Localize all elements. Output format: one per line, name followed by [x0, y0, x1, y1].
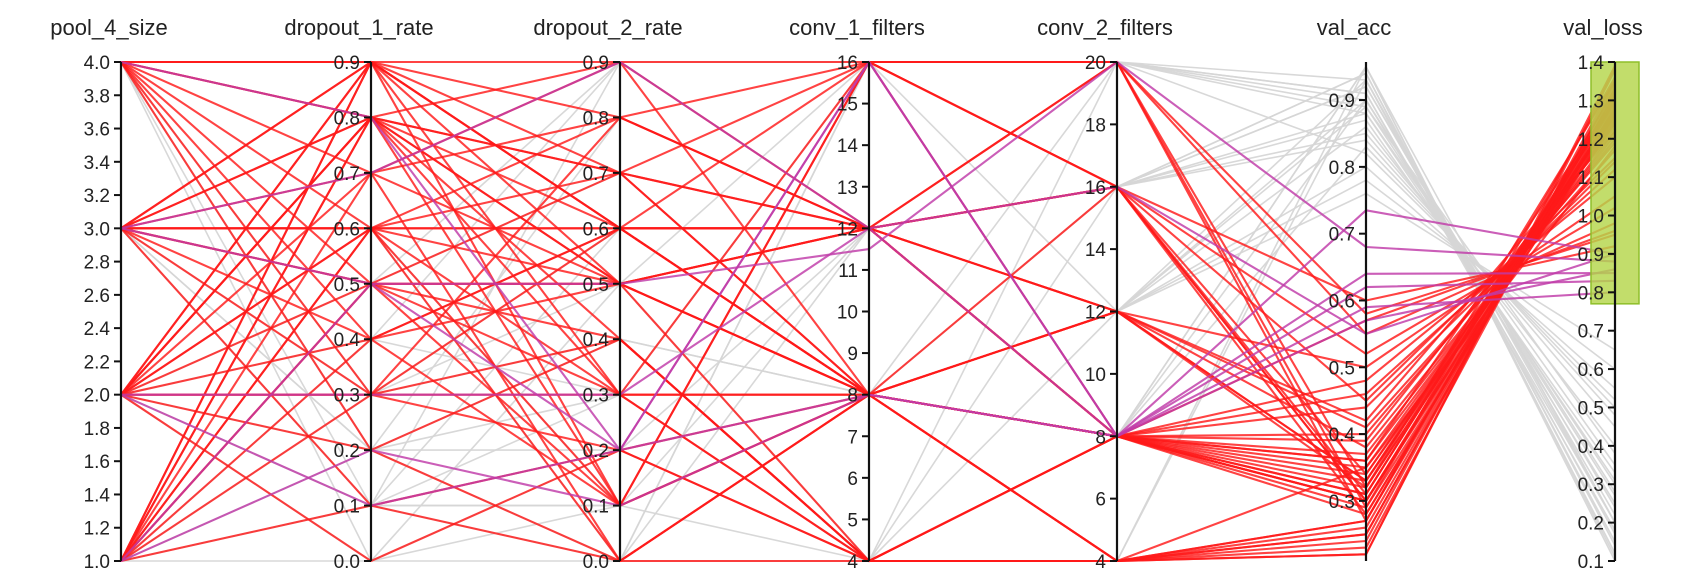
axis-pool_4_size[interactable]: 1.0 1.2 1.4 1.6 1.8 2.0 2.2 2.4 2.6 2.8 3.0 3.2 3.4 3…: [50, 15, 167, 573]
tick-label-dropout_2_rate-0.6: 0.6: [583, 219, 609, 240]
tick-label-dropout_2_rate-0.0: 0.0: [583, 552, 609, 573]
tick-label-val_loss-0.3: 0.3: [1578, 475, 1604, 496]
tick-label-conv_2_filters-10: 10: [1085, 365, 1106, 386]
tick-label-dropout_1_rate-0.5: 0.5: [334, 275, 360, 296]
tick-label-conv_2_filters-16: 16: [1085, 178, 1106, 199]
tick-label-conv_1_filters-7: 7: [847, 427, 858, 448]
tick-label-conv_2_filters-12: 12: [1085, 303, 1106, 324]
tick-label-conv_1_filters-10: 10: [837, 303, 858, 324]
axis-title-pool_4_size: pool_4_size: [50, 15, 167, 40]
tick-label-val_loss-0.4: 0.4: [1578, 437, 1605, 458]
tick-label-pool_4_size-2.0: 2.0: [84, 386, 110, 407]
tick-label-pool_4_size-1.4: 1.4: [84, 485, 111, 506]
tick-label-val_loss-0.6: 0.6: [1578, 360, 1604, 381]
tick-label-dropout_2_rate-0.1: 0.1: [583, 497, 609, 518]
axis-title-dropout_1_rate: dropout_1_rate: [284, 15, 433, 40]
tick-label-conv_2_filters-20: 20: [1085, 53, 1106, 74]
tick-label-dropout_2_rate-0.3: 0.3: [583, 386, 609, 407]
tick-label-pool_4_size-2.2: 2.2: [84, 352, 110, 373]
tick-label-conv_1_filters-8: 8: [847, 386, 858, 407]
tick-label-conv_2_filters-18: 18: [1085, 115, 1106, 136]
tick-label-dropout_1_rate-0.3: 0.3: [334, 386, 360, 407]
axis-val_loss[interactable]: 0.1 0.2 0.3 0.4 0.5 0.6 0.7 0.8 0.9 1.0 1.1 1.2 1.3 1…: [1563, 15, 1642, 573]
tick-label-pool_4_size-1.8: 1.8: [84, 419, 110, 440]
axis-dropout_1_rate[interactable]: 0.0 0.1 0.2 0.3 0.4 0.5 0.6 0.7 0.8 0.9 dropout_1_…: [284, 15, 433, 573]
tick-label-dropout_1_rate-0.9: 0.9: [334, 53, 360, 74]
tick-label-conv_1_filters-15: 15: [837, 95, 858, 116]
tick-label-val_acc-0.3: 0.3: [1329, 492, 1355, 513]
tick-label-val_loss-0.1: 0.1: [1578, 552, 1604, 573]
tick-label-conv_2_filters-6: 6: [1095, 490, 1106, 511]
axis-conv_2_filters[interactable]: 4 6 8 10 12 14 16 18 20 conv_2_filters: [1037, 15, 1173, 573]
tick-label-val_loss-0.9: 0.9: [1578, 245, 1604, 266]
tick-label-dropout_1_rate-0.2: 0.2: [334, 441, 360, 462]
axis-dropout_2_rate[interactable]: 0.0 0.1 0.2 0.3 0.4 0.5 0.6 0.7 0.8 0.9 dropout_2_…: [533, 15, 682, 573]
axis-conv_1_filters[interactable]: 4 5 6 7 8 9 10 11 12 13 14 15 16 conv_1_filters: [789, 15, 925, 573]
tick-label-conv_1_filters-13: 13: [837, 178, 858, 199]
tick-label-dropout_1_rate-0.7: 0.7: [334, 164, 360, 185]
tick-label-pool_4_size-3.4: 3.4: [84, 153, 111, 174]
tick-label-val_loss-0.7: 0.7: [1578, 322, 1604, 343]
tick-label-pool_4_size-2.4: 2.4: [84, 319, 111, 340]
tick-label-pool_4_size-2.8: 2.8: [84, 253, 110, 274]
tick-label-pool_4_size-2.6: 2.6: [84, 286, 110, 307]
axis-title-val_acc: val_acc: [1317, 15, 1392, 40]
tick-label-dropout_1_rate-0.0: 0.0: [334, 552, 360, 573]
tick-label-dropout_2_rate-0.2: 0.2: [583, 441, 609, 462]
tick-label-val_acc-0.5: 0.5: [1329, 358, 1355, 379]
tick-label-dropout_2_rate-0.4: 0.4: [583, 330, 610, 351]
tick-label-pool_4_size-3.8: 3.8: [84, 86, 110, 107]
tick-label-pool_4_size-3.6: 3.6: [84, 120, 110, 141]
axis-val_acc[interactable]: 0.3 0.4 0.5 0.6 0.7 0.8 0.9 val_acc: [1317, 15, 1392, 561]
tick-label-dropout_1_rate-0.6: 0.6: [334, 219, 360, 240]
tick-label-val_loss-1.2: 1.2: [1578, 130, 1604, 151]
tick-label-dropout_2_rate-0.8: 0.8: [583, 108, 609, 129]
tick-label-dropout_2_rate-0.7: 0.7: [583, 164, 609, 185]
tick-label-conv_1_filters-4: 4: [847, 552, 858, 573]
tick-label-dropout_2_rate-0.5: 0.5: [583, 275, 609, 296]
tick-label-conv_2_filters-4: 4: [1095, 552, 1106, 573]
tick-label-dropout_2_rate-0.9: 0.9: [583, 53, 609, 74]
tick-label-val_acc-0.4: 0.4: [1329, 425, 1356, 446]
tick-label-val_acc-0.7: 0.7: [1329, 225, 1355, 246]
tick-label-conv_1_filters-9: 9: [847, 344, 858, 365]
axis-title-conv_2_filters: conv_2_filters: [1037, 15, 1173, 40]
tick-label-pool_4_size-1.0: 1.0: [84, 552, 110, 573]
tick-label-conv_2_filters-14: 14: [1085, 240, 1107, 261]
tick-label-conv_1_filters-16: 16: [837, 53, 858, 74]
axes-layer: 1.0 1.2 1.4 1.6 1.8 2.0 2.2 2.4 2.6 2.8 3.0 3.2 3.4 3…: [50, 15, 1642, 573]
tick-label-dropout_1_rate-0.1: 0.1: [334, 497, 360, 518]
tick-label-conv_2_filters-8: 8: [1095, 427, 1106, 448]
axis-title-val_loss: val_loss: [1563, 15, 1642, 40]
tick-label-val_acc-0.9: 0.9: [1329, 91, 1355, 112]
tick-label-val_loss-1.0: 1.0: [1578, 207, 1604, 228]
tick-label-conv_1_filters-5: 5: [847, 510, 858, 531]
tick-label-pool_4_size-3.2: 3.2: [84, 186, 110, 207]
tick-label-pool_4_size-1.6: 1.6: [84, 452, 110, 473]
tick-label-conv_1_filters-11: 11: [838, 261, 858, 282]
tick-label-val_loss-0.5: 0.5: [1578, 398, 1604, 419]
tick-label-val_loss-0.8: 0.8: [1578, 283, 1604, 304]
tick-label-conv_1_filters-14: 14: [837, 136, 859, 157]
tick-label-val_loss-1.3: 1.3: [1578, 91, 1604, 112]
tick-label-dropout_1_rate-0.8: 0.8: [334, 108, 360, 129]
axis-title-conv_1_filters: conv_1_filters: [789, 15, 925, 40]
tick-label-val_loss-0.2: 0.2: [1578, 514, 1604, 535]
tick-label-val_acc-0.6: 0.6: [1329, 291, 1355, 312]
tick-label-conv_1_filters-6: 6: [847, 469, 858, 490]
tick-label-dropout_1_rate-0.4: 0.4: [334, 330, 361, 351]
tick-label-val_loss-1.4: 1.4: [1578, 53, 1605, 74]
tick-label-val_acc-0.8: 0.8: [1329, 158, 1355, 179]
tick-label-pool_4_size-3.0: 3.0: [84, 219, 110, 240]
axis-title-dropout_2_rate: dropout_2_rate: [533, 15, 682, 40]
tick-label-val_loss-1.1: 1.1: [1578, 168, 1604, 189]
tick-label-pool_4_size-4.0: 4.0: [84, 53, 110, 74]
tick-label-pool_4_size-1.2: 1.2: [84, 519, 110, 540]
tick-label-conv_1_filters-12: 12: [837, 219, 858, 240]
